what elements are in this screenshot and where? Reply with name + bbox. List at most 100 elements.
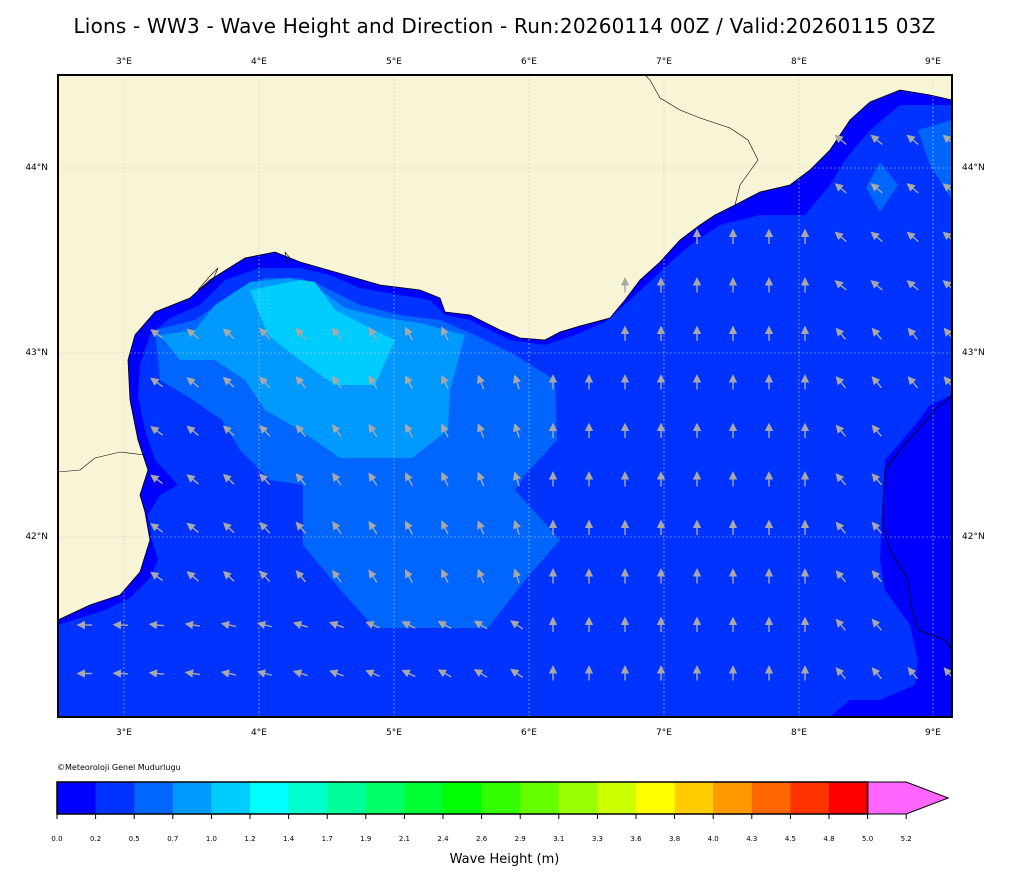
wave-arrow	[835, 473, 847, 486]
map-frame	[57, 74, 953, 718]
wave-arrow	[186, 571, 199, 582]
wave-arrow	[148, 620, 165, 630]
wave-arrow	[222, 570, 235, 582]
colorbar-swatch	[597, 782, 637, 814]
colorbar-swatch	[57, 782, 97, 814]
latitude-labels-right: 44°N 43°N 42°N	[962, 163, 985, 542]
wave-arrow	[477, 520, 485, 535]
wave-arrow	[404, 520, 414, 535]
wave-arrow	[871, 570, 883, 583]
wave-arrow	[441, 326, 449, 341]
wave-arrow	[441, 423, 449, 438]
wave-arrow	[329, 621, 344, 629]
coastline	[881, 394, 952, 651]
wave-arrow	[259, 473, 271, 486]
colorbar-tick-label: 3.6	[630, 835, 642, 843]
wave-arrow	[295, 376, 307, 389]
wave-arrow	[870, 231, 883, 243]
colorbar-tick-label: 3.1	[553, 835, 564, 843]
wave-arrow	[907, 667, 919, 680]
wave-arrow	[441, 471, 449, 487]
wave-arrow	[112, 669, 129, 678]
wave-arrow	[150, 377, 164, 388]
wave-arrow	[186, 425, 199, 436]
wave-arrow	[441, 520, 449, 535]
colorbar-swatch	[172, 782, 212, 814]
colorbar-frame	[56, 781, 869, 815]
wave-arrow	[186, 377, 199, 388]
wave-arrow	[513, 423, 521, 438]
longitude-label: 5°E	[386, 728, 402, 738]
wave-arrow	[441, 374, 449, 390]
colorbar-tick-label: 3.3	[592, 835, 603, 843]
wave-arrow	[112, 620, 129, 630]
colorbar-swatch	[829, 782, 869, 814]
map-title: Lions - WW3 - Wave Height and Direction …	[73, 14, 936, 38]
colorbar-swatch	[327, 782, 367, 814]
colorbar-tick-label: 4.5	[785, 835, 796, 843]
wave-arrow	[292, 620, 308, 630]
wave-arrow	[222, 473, 235, 485]
map-area[interactable]	[58, 75, 954, 717]
wave-arrow	[477, 471, 485, 487]
longitude-labels-top: 3°E 4°E 5°E 6°E 7°E 8°E 9°E	[116, 57, 941, 67]
graticule	[58, 75, 952, 717]
wave-arrow	[332, 375, 342, 389]
wave-direction-arrows	[76, 134, 952, 681]
colorbar-tick-label: 1.9	[360, 835, 371, 843]
wave-arrow	[834, 280, 847, 291]
wave-arrow	[477, 423, 485, 438]
wave-arrow	[256, 669, 272, 678]
wave-arrow	[295, 327, 307, 340]
wave-band	[250, 280, 395, 385]
colorbar-tick-label: 4.8	[823, 835, 834, 843]
colorbar-swatch	[558, 782, 598, 814]
wave-arrow	[295, 521, 307, 534]
wave-arrow	[404, 472, 414, 486]
wave-arrow	[942, 280, 952, 289]
wave-arrow	[222, 328, 235, 340]
wave-arrow	[477, 374, 485, 390]
wave-arrow	[332, 521, 342, 535]
wave-arrow	[835, 521, 847, 534]
border	[58, 451, 146, 473]
wave-arrow	[259, 424, 271, 437]
wave-arrow	[186, 522, 199, 533]
wave-arrow	[907, 376, 919, 389]
colorbar-swatch	[674, 782, 714, 814]
longitude-label: 9°E	[925, 728, 941, 738]
wave-arrow	[437, 620, 452, 629]
wave-arrow	[510, 620, 524, 630]
colorbar-tick-label: 1.7	[322, 835, 333, 843]
wave-arrow	[835, 424, 847, 437]
colorbar-tick-label: 1.0	[206, 835, 217, 843]
wave-arrow	[510, 668, 524, 679]
colorbar-ticks: 0.0 0.2 0.5 0.7 1.0 1.2 1.4 1.7 1.9 2.1 2.4 2.6 2.9 3…	[51, 814, 912, 843]
credit-text: ©Meteoroloji Genel Mudurlugu	[57, 763, 181, 772]
wave-arrow	[184, 669, 201, 678]
wave-arrow	[513, 568, 521, 584]
wave-arrow	[870, 134, 883, 146]
colorbar-swatch	[134, 782, 174, 814]
wave-arrow	[186, 474, 199, 485]
wave-arrow	[220, 620, 236, 630]
wave-arrow	[332, 569, 342, 583]
wave-arrow	[332, 472, 342, 486]
wave-arrow	[365, 669, 380, 678]
wave-arrow	[368, 472, 378, 486]
wave-arrow	[404, 326, 414, 341]
wave-arrow	[256, 620, 272, 630]
wave-arrow	[150, 523, 164, 533]
latitude-label: 44°N	[962, 163, 985, 173]
wave-arrow	[222, 376, 235, 388]
wave-arrow	[835, 327, 847, 340]
colorbar-tick-label: 4.3	[746, 835, 757, 843]
colorbar-swatch	[365, 782, 405, 814]
wave-arrow	[295, 424, 307, 437]
wave-arrow	[292, 669, 308, 678]
wave-arrow	[295, 473, 307, 486]
longitude-label: 4°E	[251, 728, 267, 738]
wave-arrow	[942, 231, 952, 241]
wave-arrow	[871, 424, 883, 437]
wave-arrow	[834, 231, 847, 243]
